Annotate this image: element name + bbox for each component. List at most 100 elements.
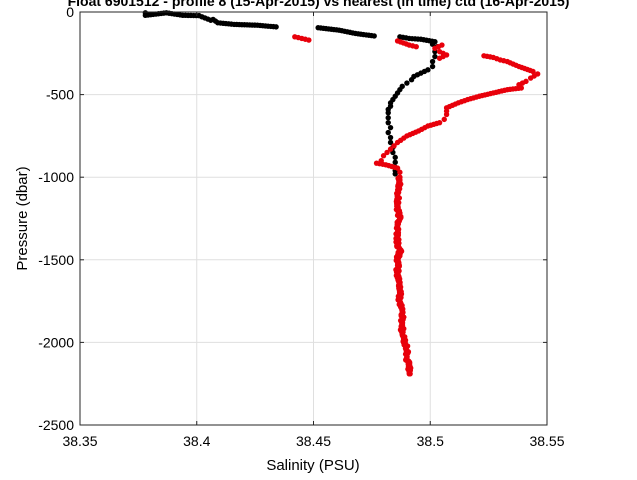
series-2-point: [487, 54, 493, 60]
series-2-point: [501, 58, 507, 64]
series-1-point: [432, 53, 438, 60]
series-2-point: [394, 229, 401, 235]
series-2-point: [395, 254, 402, 260]
series-2-point: [398, 303, 405, 310]
series-2-point: [440, 53, 446, 60]
series-1-point: [385, 119, 391, 126]
x-tick-label: 38.45: [296, 433, 331, 449]
series-2-point: [527, 67, 533, 74]
series-2-point: [395, 221, 402, 227]
series-2-point: [395, 188, 402, 194]
series-2-point: [443, 108, 450, 114]
series-2-point: [403, 344, 409, 351]
grid: [80, 12, 547, 425]
series-1-point: [392, 154, 398, 161]
series-2-point: [302, 36, 309, 42]
y-tick-label: 0: [66, 4, 74, 20]
series-2-point: [404, 353, 410, 359]
series-2-point: [397, 137, 404, 144]
series-1-point: [408, 77, 415, 83]
series-2-point: [407, 131, 413, 138]
series-1-point: [270, 23, 277, 30]
series-1-point: [392, 159, 398, 166]
y-tick-label: -2500: [38, 417, 74, 433]
axis-ticks: 38.35 38.4 38.45 38.5 38.55 -2500 -2000 -1500 -1…: [38, 4, 565, 449]
series-1-point: [333, 27, 340, 33]
series-1-point: [421, 68, 428, 75]
series-2-point: [513, 62, 519, 68]
series-2-point: [494, 55, 500, 62]
series-2-point: [391, 143, 397, 149]
series-2-point: [410, 43, 416, 49]
series-2-point: [399, 328, 405, 335]
series-1-point: [385, 129, 391, 136]
series-2-point: [394, 262, 401, 269]
series-2-point: [405, 361, 412, 368]
series-1-point: [429, 58, 436, 65]
series-2-point: [467, 96, 474, 102]
data-points: [142, 10, 541, 377]
series-2-point: [394, 237, 401, 244]
series-1-point: [387, 124, 394, 131]
chart-title: Float 6901512 - profile 8 (15-Apr-2015) …: [67, 0, 570, 9]
series-2-point: [394, 204, 401, 211]
series-2-point: [458, 99, 465, 105]
series-1-point: [403, 35, 409, 41]
series-2-point: [387, 146, 394, 152]
series-1-point: [387, 139, 394, 146]
series-2-point: [399, 312, 405, 318]
series-1-point: [414, 72, 421, 78]
series-1-point: [392, 171, 398, 177]
y-tick-label: -1000: [38, 169, 74, 185]
series-1-point: [415, 36, 421, 42]
series-2-point: [403, 41, 410, 47]
series-1-point: [228, 21, 235, 27]
series-1-point: [429, 63, 436, 70]
series-2-point: [397, 180, 403, 186]
series-1-point: [404, 80, 410, 86]
series-2-point: [397, 287, 403, 293]
series-2-point: [396, 279, 402, 285]
series-2-point: [295, 34, 302, 41]
series-1-point: [350, 30, 356, 36]
series-2-point: [394, 270, 401, 277]
series-2-point: [380, 153, 387, 159]
series-2-point: [479, 92, 485, 99]
y-axis-label: Pressure (dbar): [14, 166, 31, 270]
series-2-point: [435, 43, 442, 50]
x-tick-label: 38.35: [62, 433, 97, 449]
x-tick-label: 38.55: [529, 433, 564, 449]
series-2-point: [397, 169, 403, 175]
series-1-point: [429, 38, 435, 44]
series-1-point: [368, 32, 375, 39]
series-2-point: [391, 164, 398, 170]
series-2-point: [428, 122, 434, 128]
series-2-point: [507, 86, 513, 93]
x-tick-label: 38.4: [183, 433, 210, 449]
x-axis-label: Salinity (PSU): [266, 457, 359, 474]
series-1-point: [387, 134, 394, 141]
y-tick-label: -500: [46, 87, 74, 103]
y-tick-label: -2000: [38, 334, 74, 350]
y-tick-label: -1500: [38, 252, 74, 268]
series-2-point: [399, 320, 405, 326]
series-2-point: [396, 213, 402, 219]
series-2-point: [441, 116, 447, 123]
series-2-point: [394, 196, 401, 202]
series-1-point: [252, 22, 258, 28]
series-2-point: [531, 73, 537, 79]
series-1-point: [161, 10, 167, 16]
series-1-point: [385, 110, 391, 116]
x-tick-label: 38.5: [417, 433, 444, 449]
series-2-point: [396, 246, 402, 252]
series-2-point: [406, 367, 412, 374]
series-2-point: [397, 295, 403, 302]
series-2-point: [380, 161, 386, 167]
series-1-point: [385, 115, 391, 121]
series-2-point: [400, 334, 407, 341]
series-2-point: [519, 80, 526, 86]
series-1-point: [177, 12, 183, 18]
series-2-point: [384, 149, 390, 156]
